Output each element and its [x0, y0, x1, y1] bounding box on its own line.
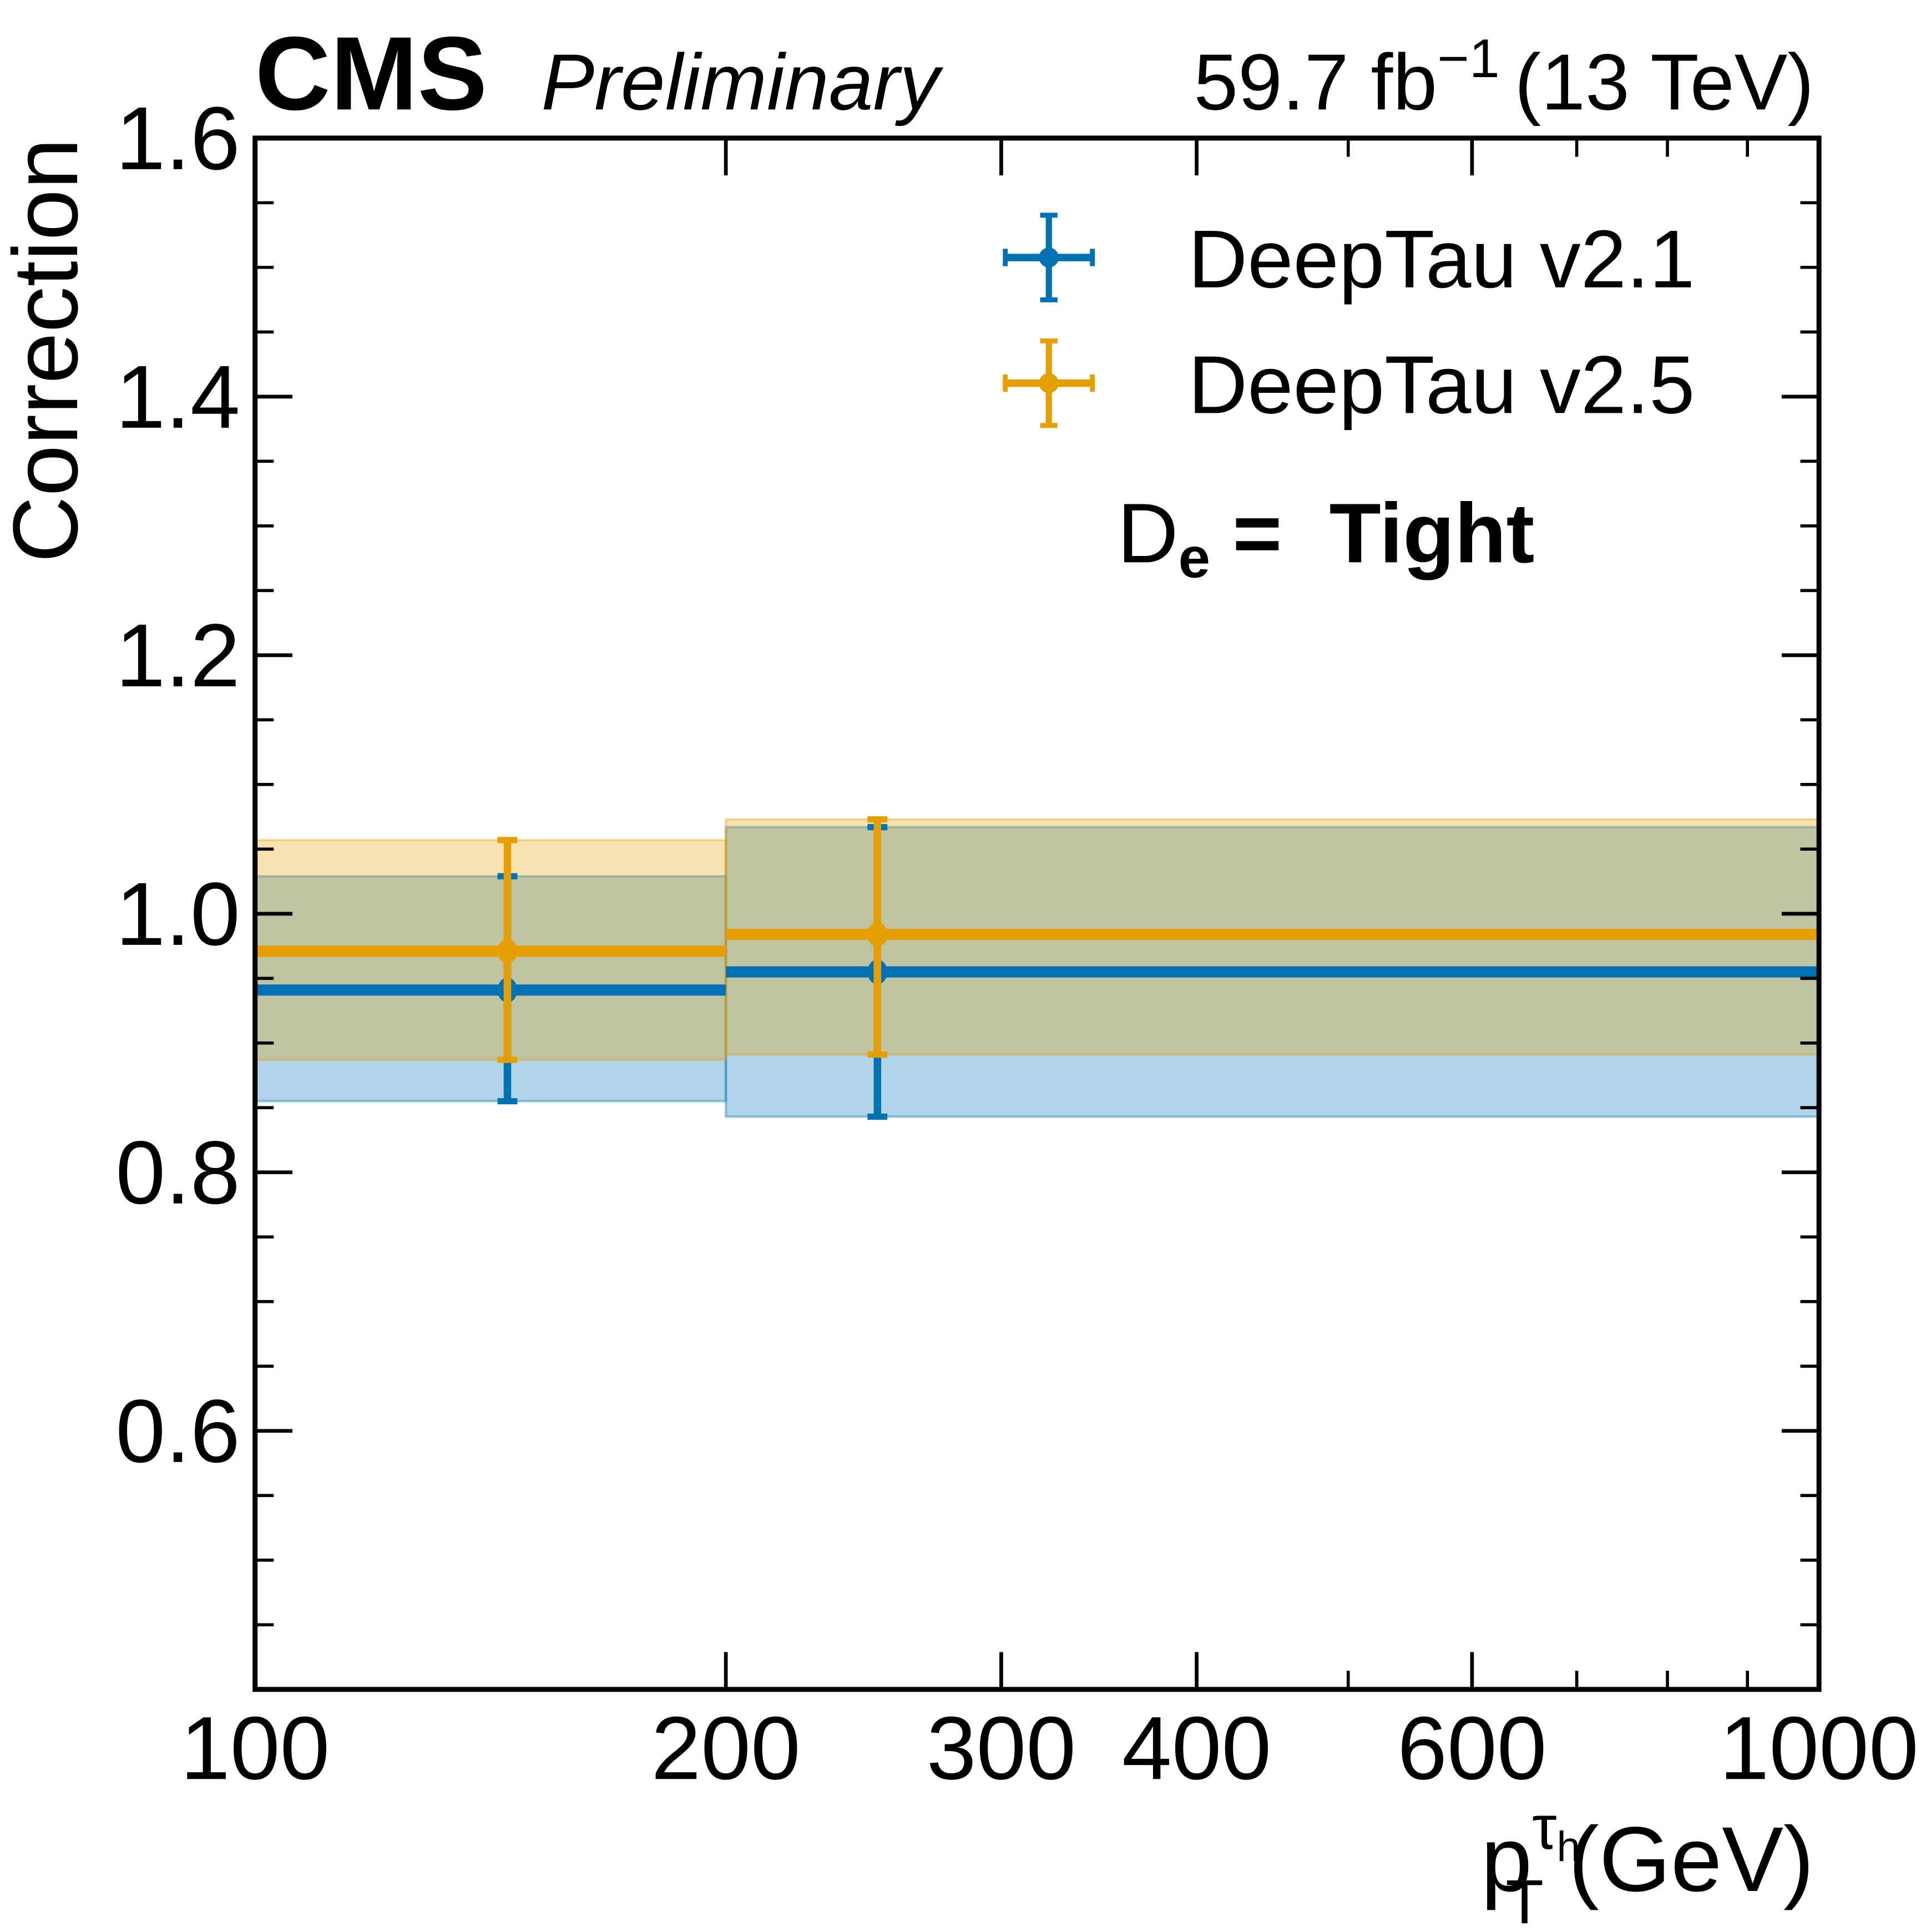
- y-tick-label: 1.4: [115, 347, 240, 447]
- x-tick-label: 200: [651, 1698, 800, 1798]
- x-tick-label: 300: [927, 1698, 1076, 1798]
- y-axis-label: Correction: [0, 138, 97, 563]
- point-1-0: [497, 938, 518, 964]
- y-tick-label: 0.8: [115, 1123, 240, 1223]
- axis-ticks: 0.6 0.8 1.0 1.2 1.4 1.6 100 200 300 400 600 1000: [115, 89, 1918, 1798]
- y-tick-label: 0.6: [115, 1382, 240, 1481]
- legend-label-0: DeepTau v2.1: [1188, 214, 1695, 305]
- legend-marker-1: [1039, 373, 1059, 393]
- x-tick-label: 100: [180, 1698, 330, 1798]
- legend: DeepTau v2.1 DeepTau v2.5: [1003, 213, 1695, 431]
- y-tick-label: 1.0: [115, 864, 240, 964]
- preliminary-label: Preliminary: [541, 38, 943, 127]
- working-point-annotation: De = Tight: [1118, 486, 1535, 589]
- x-axis-label: pτh T (GeV): [1481, 1793, 1814, 1932]
- legend-label-1: DeepTau v2.5: [1188, 339, 1695, 431]
- data-marks: [255, 816, 1819, 1120]
- x-tick-label: 1000: [1720, 1698, 1919, 1798]
- point-1-1: [867, 922, 888, 947]
- plot-frame: [252, 135, 1822, 1692]
- cms-label: CMS: [255, 15, 488, 132]
- legend-marker-0: [1039, 247, 1059, 268]
- lumi-label: 59.7 fb−1 (13 TeV): [1194, 28, 1814, 127]
- y-tick-label: 1.6: [115, 89, 240, 189]
- y-tick-label: 1.2: [115, 606, 240, 706]
- x-tick-label: 600: [1397, 1698, 1546, 1798]
- x-tick-label: 400: [1122, 1698, 1271, 1798]
